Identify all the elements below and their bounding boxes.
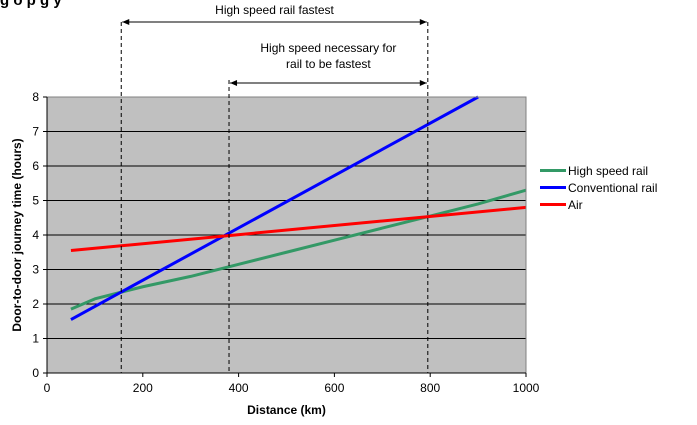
- x-tick-label: 200: [133, 381, 153, 395]
- legend-swatch: [540, 203, 566, 206]
- legend-label: High speed rail: [568, 163, 649, 178]
- y-tick-label: 4: [32, 228, 39, 242]
- range-annotations: [120, 19, 429, 373]
- y-tick-label: 2: [32, 297, 39, 311]
- legend-item-high-speed-rail: High speed rail: [540, 162, 657, 179]
- x-axis-label: Distance (km): [247, 403, 326, 417]
- legend-label: Air: [568, 197, 583, 212]
- x-tick-label: 800: [420, 381, 440, 395]
- axes: 0 1 2 3 4 5 6 7 8 0 200 400 600 800 1000: [32, 90, 539, 395]
- range1-label: High speed rail fastest: [215, 3, 334, 17]
- y-tick-label: 0: [32, 366, 39, 380]
- x-tick-label: 0: [44, 381, 51, 395]
- y-tick-label: 7: [32, 125, 39, 139]
- y-tick-label: 3: [32, 263, 39, 277]
- range2-arrow-head-right: [419, 80, 427, 86]
- x-tick-label: 600: [324, 381, 344, 395]
- y-tick-label: 5: [32, 194, 39, 208]
- legend: High speed rail Conventional rail Air: [540, 162, 657, 213]
- series-lines: [70, 95, 527, 321]
- legend-swatch: [540, 186, 566, 189]
- range2-label-line1: High speed necessary for: [260, 41, 396, 55]
- page-title: g o p g y: [0, 0, 62, 9]
- legend-label: Conventional rail: [568, 180, 658, 195]
- x-tick-label: 400: [229, 381, 249, 395]
- x-tick-label: 1000: [513, 381, 540, 395]
- y-tick-label: 8: [32, 90, 39, 104]
- series-line: [70, 95, 479, 321]
- range2-label-line2: rail to be fastest: [286, 57, 371, 71]
- legend-swatch: [540, 169, 566, 172]
- series-line: [70, 188, 527, 311]
- series-line: [70, 205, 527, 253]
- range1-arrow-head-left: [122, 19, 130, 25]
- y-tick-label: 1: [32, 332, 39, 346]
- range1-arrow-head-right: [419, 19, 427, 25]
- legend-item-conventional-rail: Conventional rail: [540, 179, 657, 196]
- y-axis-label: Door-to-door journey time (hours): [10, 138, 24, 331]
- range2-arrow-head-left: [230, 80, 238, 86]
- legend-item-air: Air: [540, 196, 657, 213]
- y-tick-label: 6: [32, 159, 39, 173]
